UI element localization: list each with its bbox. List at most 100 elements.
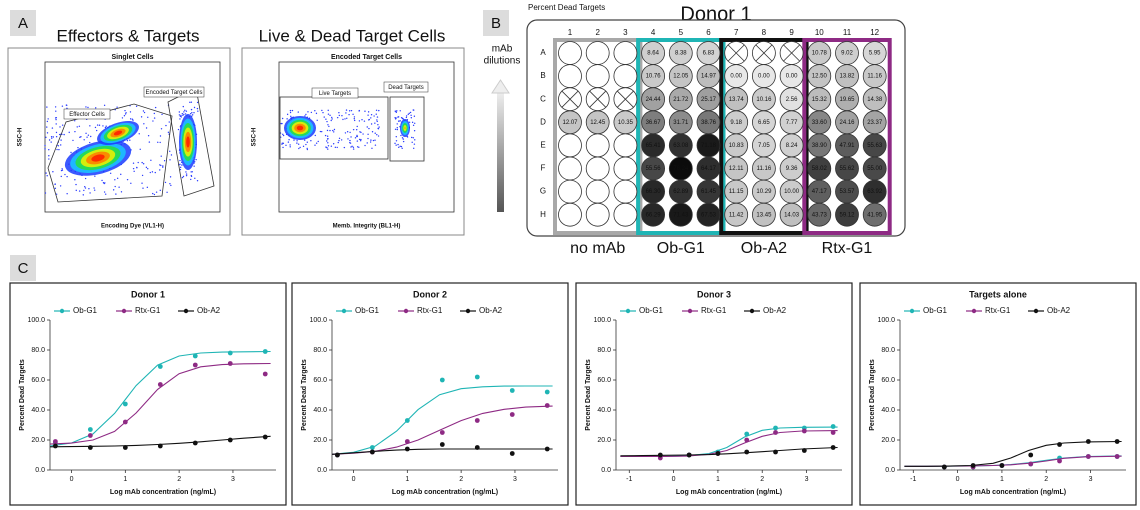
event-dot — [327, 109, 329, 112]
event-dot — [374, 139, 376, 141]
event-dot — [159, 141, 161, 144]
data-point — [686, 452, 692, 458]
event-dot — [400, 145, 403, 148]
event-dot — [412, 137, 415, 139]
event-dot — [76, 126, 78, 128]
event-dot — [150, 159, 152, 161]
event-dot — [129, 139, 131, 141]
well-value: 14.38 — [867, 97, 883, 103]
well-value: 9.18 — [730, 120, 742, 126]
well — [613, 64, 638, 88]
event-dot — [45, 172, 47, 174]
event-dot — [152, 192, 154, 195]
event-dot — [152, 120, 154, 122]
event-dot — [94, 175, 96, 177]
data-point — [439, 430, 445, 435]
event-dot — [142, 187, 144, 189]
well — [613, 133, 638, 158]
event-dot — [367, 133, 369, 136]
well-value: 15.32 — [812, 97, 828, 103]
legend-marker — [59, 308, 65, 314]
event-dot — [147, 116, 149, 118]
well-cross — [755, 44, 773, 62]
event-dot — [64, 173, 66, 176]
event-dot — [286, 118, 288, 120]
data-point — [192, 362, 198, 368]
event-dot — [179, 166, 182, 169]
event-dot — [61, 124, 64, 126]
event-dot — [129, 118, 132, 120]
panel-label-box — [10, 10, 36, 36]
event-dot — [327, 148, 329, 150]
well-value: 10.35 — [618, 120, 634, 126]
event-dot — [413, 147, 415, 149]
well-value: 8.64 — [647, 51, 659, 57]
event-dot — [338, 139, 340, 142]
event-dot — [352, 113, 354, 116]
event-dot — [349, 131, 351, 134]
column-label: 12 — [870, 28, 879, 37]
event-dot — [124, 109, 126, 112]
event-dot — [178, 114, 181, 116]
well-value: 0.00 — [758, 74, 770, 80]
event-dot — [338, 112, 340, 114]
data-point — [1114, 439, 1120, 444]
well-value: 10.00 — [784, 189, 800, 195]
event-dot — [345, 109, 348, 111]
event-dot — [297, 143, 300, 145]
well-value: 61.45 — [701, 189, 717, 195]
event-dot — [356, 146, 359, 148]
fit-curve — [331, 385, 553, 455]
event-dot — [411, 141, 413, 143]
well-value: 25.17 — [701, 97, 717, 103]
event-dot — [95, 129, 98, 132]
event-dot — [143, 111, 146, 114]
data-point — [52, 439, 58, 444]
event-dot — [354, 137, 357, 139]
event-dot — [401, 137, 404, 139]
event-dot — [50, 141, 52, 143]
event-dot — [190, 171, 192, 173]
event-dot — [147, 168, 149, 170]
event-dot — [310, 139, 312, 142]
event-dot — [370, 123, 373, 125]
event-dot — [370, 139, 372, 141]
data-point — [773, 425, 778, 431]
event-dot — [121, 117, 124, 119]
event-dot — [317, 140, 319, 143]
well-value: 12.50 — [812, 74, 828, 80]
event-dot — [325, 118, 327, 120]
event-dot — [402, 138, 405, 140]
data-point — [941, 464, 947, 470]
event-dot — [165, 124, 167, 127]
event-dot — [61, 169, 64, 171]
panel-label: B — [491, 15, 501, 32]
event-dot — [125, 112, 127, 114]
well-value: 62.89 — [673, 189, 689, 195]
data-point — [122, 401, 128, 407]
event-dot — [355, 129, 358, 131]
data-point — [1028, 452, 1034, 458]
event-dot — [377, 135, 380, 137]
data-point — [262, 371, 268, 377]
fit-curve — [331, 448, 553, 455]
row-label: E — [540, 141, 545, 150]
y-tick-label: 20.0 — [597, 437, 611, 444]
chart-title: Donor 1 — [131, 289, 165, 299]
event-dot — [400, 134, 402, 137]
legend-marker — [465, 308, 471, 314]
well-value: 7.05 — [758, 143, 770, 149]
column-group — [636, 38, 726, 235]
y-tick-label: 100.0 — [877, 317, 895, 324]
event-dot — [398, 120, 400, 122]
well-value: 71.18 — [701, 143, 717, 149]
event-dot — [74, 130, 76, 133]
event-dot — [130, 182, 132, 184]
x-tick-label: 1 — [1000, 476, 1004, 483]
event-dot — [353, 119, 356, 122]
event-dot — [101, 179, 103, 182]
event-dot — [193, 106, 196, 109]
event-dot — [167, 131, 170, 134]
well-value: 9.36 — [786, 166, 798, 172]
data-point — [657, 452, 663, 458]
